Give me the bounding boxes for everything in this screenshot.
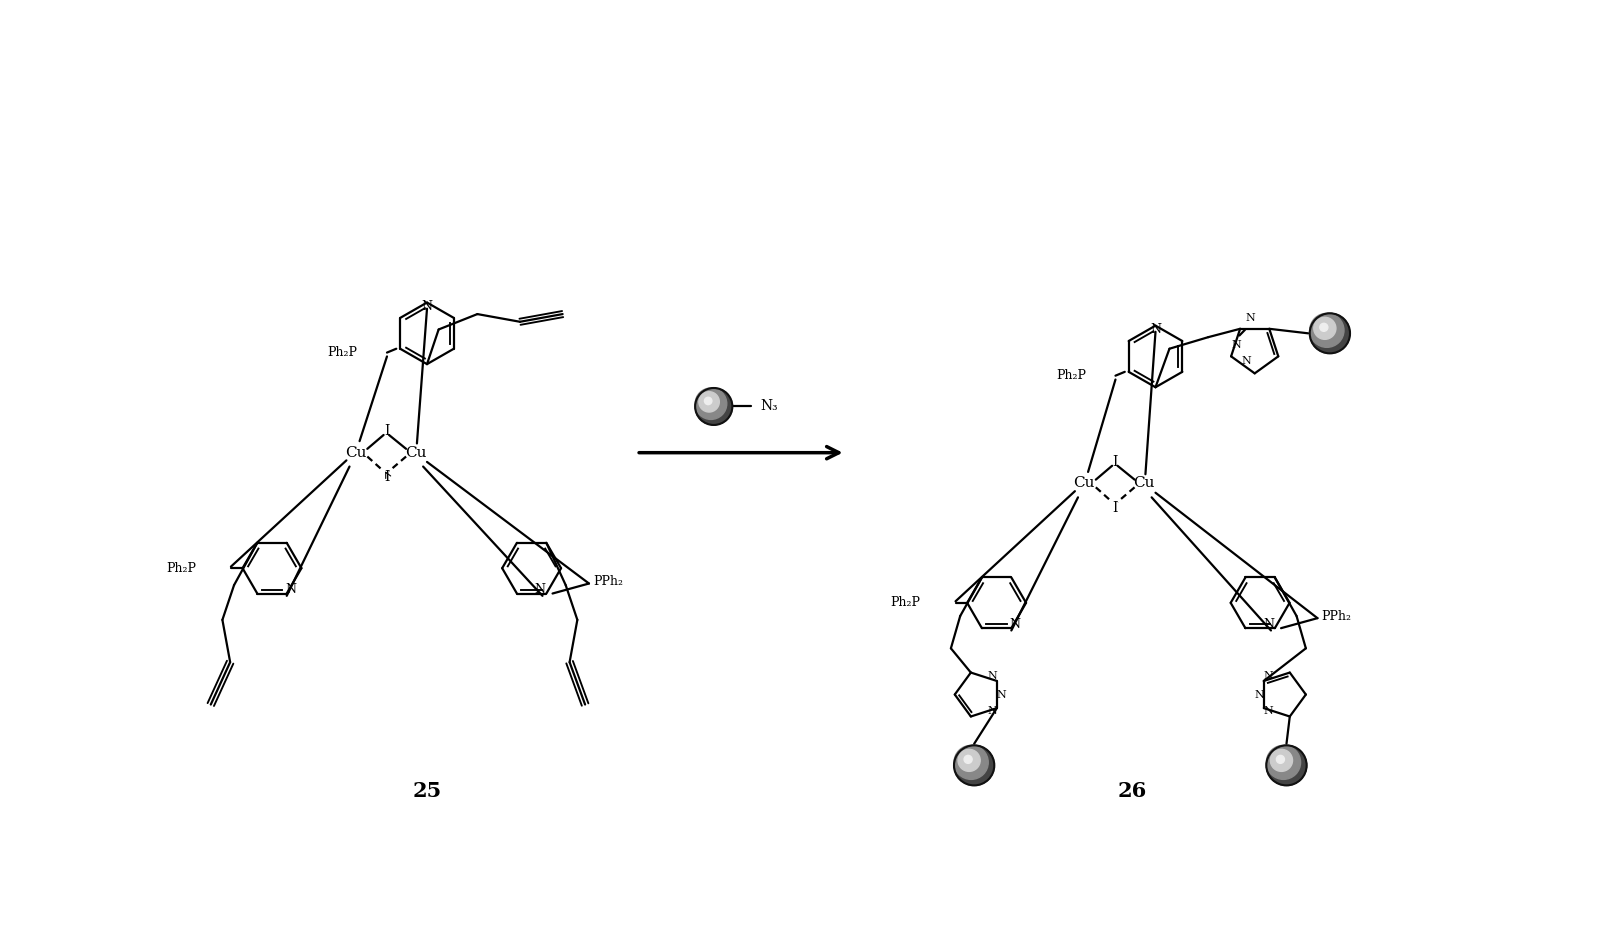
Text: N: N [987, 706, 997, 716]
Circle shape [696, 388, 733, 425]
Text: N: N [997, 690, 1006, 699]
Text: Ph₂P: Ph₂P [890, 596, 921, 609]
Text: N: N [1150, 323, 1162, 336]
Text: Cu: Cu [345, 446, 366, 459]
Text: N: N [534, 584, 545, 596]
Circle shape [955, 745, 995, 786]
Text: I: I [383, 424, 390, 438]
Circle shape [1309, 313, 1349, 353]
Text: I: I [383, 471, 390, 484]
Circle shape [1314, 317, 1336, 340]
Text: PPh₂: PPh₂ [592, 575, 623, 588]
Text: I: I [1113, 501, 1118, 515]
Text: Cu: Cu [404, 446, 426, 459]
Text: N: N [285, 584, 296, 596]
Circle shape [704, 398, 712, 404]
Circle shape [696, 388, 726, 419]
Text: N: N [987, 671, 997, 681]
Circle shape [699, 392, 720, 412]
Circle shape [1270, 750, 1293, 772]
Text: N: N [1010, 618, 1021, 631]
Text: I: I [1113, 455, 1118, 469]
Circle shape [1309, 313, 1345, 347]
Circle shape [964, 755, 972, 763]
Text: Ph₂P: Ph₂P [327, 346, 358, 359]
Circle shape [1267, 745, 1301, 779]
Text: N: N [1264, 671, 1273, 681]
Circle shape [1320, 324, 1328, 331]
Text: 25: 25 [413, 781, 442, 802]
Text: N: N [1241, 356, 1251, 366]
Text: N: N [422, 300, 432, 313]
Text: PPh₂: PPh₂ [1322, 610, 1351, 623]
Text: N: N [1231, 340, 1241, 350]
Text: Ph₂P: Ph₂P [1057, 369, 1086, 382]
Text: N: N [1264, 618, 1273, 631]
Text: Ph₂P: Ph₂P [167, 562, 196, 575]
Text: 26: 26 [1118, 781, 1147, 802]
Circle shape [1277, 755, 1285, 763]
Text: N: N [1246, 313, 1256, 323]
Text: N: N [1254, 690, 1264, 699]
Text: N₃: N₃ [760, 400, 778, 414]
Circle shape [958, 750, 981, 772]
Circle shape [955, 745, 989, 779]
Circle shape [1267, 745, 1307, 786]
Text: Cu: Cu [1133, 476, 1155, 491]
Text: Cu: Cu [1073, 476, 1095, 491]
Text: N: N [1264, 706, 1273, 716]
